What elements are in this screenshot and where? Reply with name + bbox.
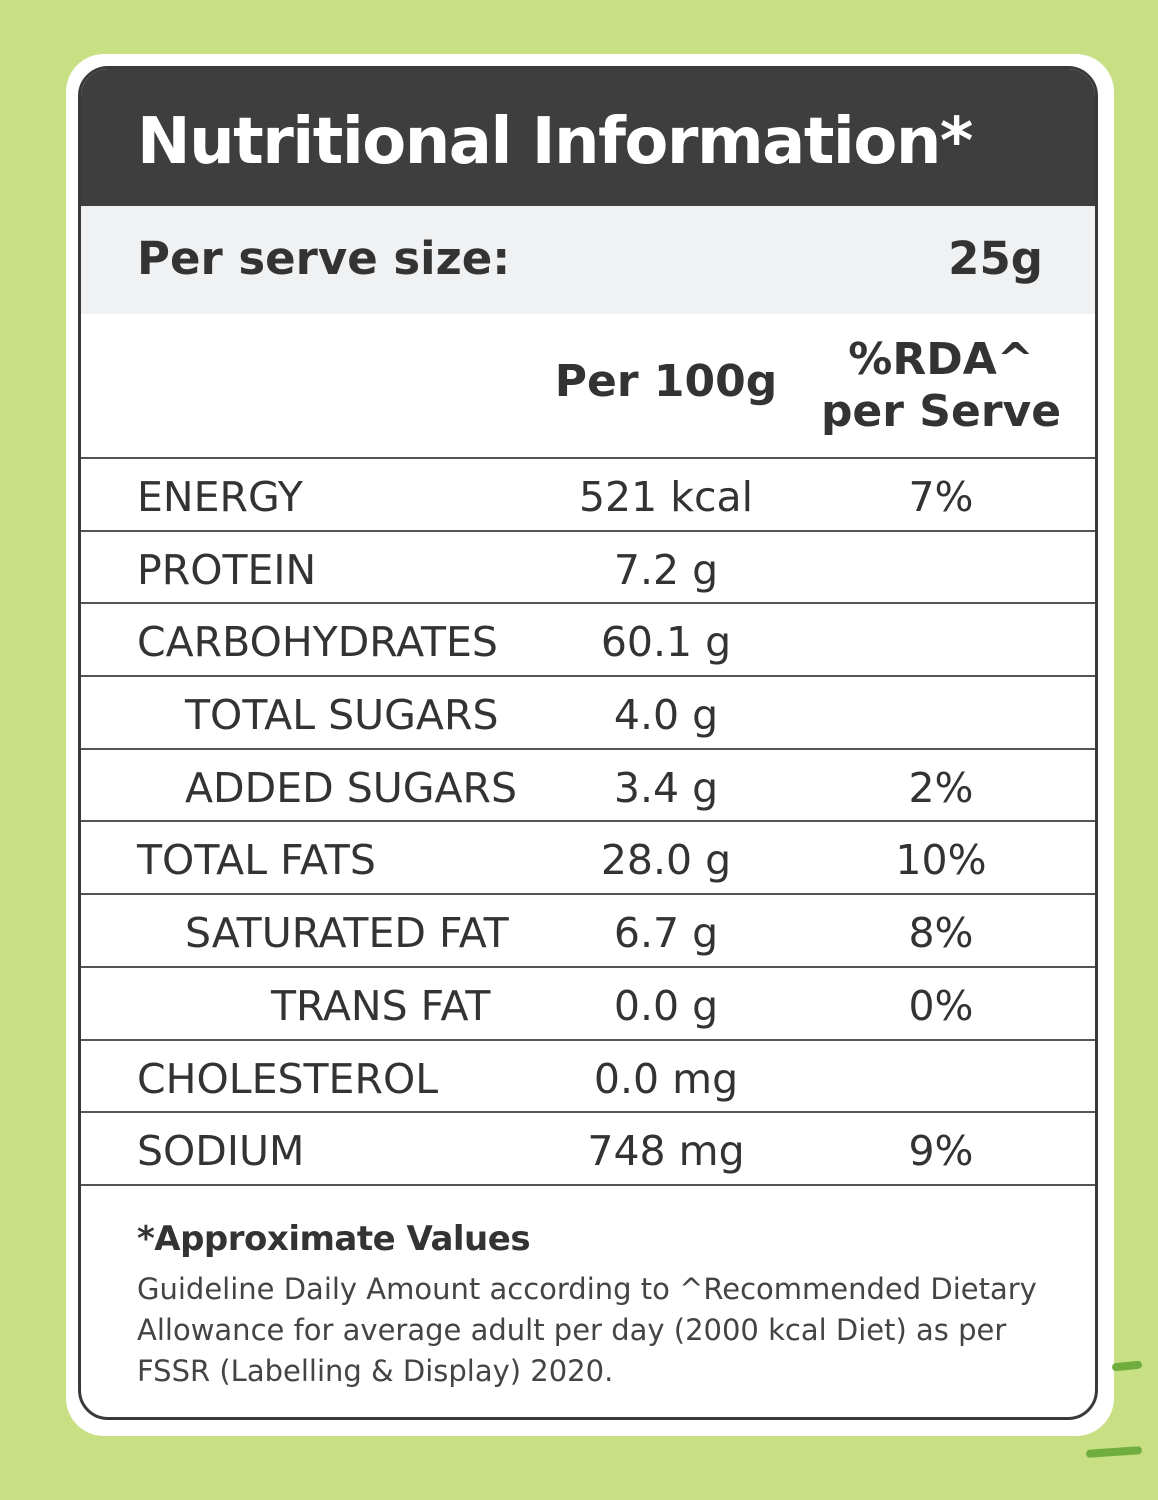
footnote: *Approximate Values Guideline Daily Amou… [137,1219,1077,1392]
column-header-rda-line1: %RDA^ [848,334,1034,385]
nutrient-name: ADDED SUGARS [185,763,518,812]
serve-size-value: 25g [948,232,1043,285]
nutrient-per100: 521 kcal [578,473,754,521]
serve-size-bar: Per serve size: 25g [81,206,1095,314]
table-row: TOTAL FATS 28.0 g 10% [81,822,1095,896]
nutrient-per100: 28.0 g [600,836,732,885]
nutrient-rda: 8% [908,909,974,958]
nutrient-name: CARBOHYDRATES [137,618,498,667]
title-bar: Nutritional Information* [81,69,1095,206]
nutrient-name: SODIUM [137,1127,305,1176]
label-title: Nutritional Information* [137,105,973,179]
column-headers: Per 100g %RDA^ per Serve [81,314,1095,459]
nutrient-per100: 0.0 mg [593,1054,739,1103]
nutrient-name: TRANS FAT [271,981,491,1030]
nutrient-per100: 6.7 g [613,909,719,958]
footnote-body: Guideline Daily Amount according to ^Rec… [137,1272,1037,1388]
nutrient-rda: 10% [895,836,987,885]
nutrient-table: ENERGY 521 kcal 7% PROTEIN 7.2 g CARBOHY… [81,459,1095,1186]
nutrient-name: CHOLESTEROL [137,1054,439,1103]
table-row: CHOLESTEROL 0.0 mg [81,1041,1095,1114]
table-row: TOTAL SUGARS 4.0 g [81,677,1095,750]
leaf-decoration [1085,1446,1143,1458]
nutrient-rda: 9% [908,1127,974,1176]
nutrient-per100: 0.0 g [613,981,719,1030]
nutrient-name: ENERGY [137,473,303,521]
serve-size-label: Per serve size: [137,232,511,285]
column-header-per100: Per 100g [554,356,778,407]
nutrient-per100: 60.1 g [600,618,732,667]
table-row: TRANS FAT 0.0 g 0% [81,968,1095,1041]
nutrient-name: SATURATED FAT [185,909,509,958]
leaf-decoration [1111,1360,1143,1372]
nutrient-rda: 7% [908,473,974,521]
table-row: ADDED SUGARS 3.4 g 2% [81,750,1095,823]
table-row: CARBOHYDRATES 60.1 g [81,604,1095,678]
nutrient-per100: 4.0 g [613,691,719,740]
nutrient-per100: 3.4 g [613,763,719,812]
nutrient-per100: 748 mg [587,1127,745,1176]
table-row: SODIUM 748 mg 9% [81,1113,1095,1186]
nutrient-name: TOTAL SUGARS [185,691,499,740]
table-row: ENERGY 521 kcal 7% [81,459,1095,532]
nutrition-label: Nutritional Information* Per serve size:… [78,66,1098,1420]
column-header-rda: %RDA^ per Serve [811,334,1071,438]
table-row: PROTEIN 7.2 g [81,532,1095,605]
table-row: SATURATED FAT 6.7 g 8% [81,895,1095,968]
nutrient-per100: 7.2 g [613,545,719,594]
nutrient-rda: 2% [908,763,974,812]
nutrient-rda: 0% [908,981,974,1030]
nutrient-name: TOTAL FATS [137,836,376,885]
nutrient-name: PROTEIN [137,545,317,594]
footnote-title: *Approximate Values [137,1219,531,1259]
column-header-rda-line2: per Serve [820,386,1062,437]
